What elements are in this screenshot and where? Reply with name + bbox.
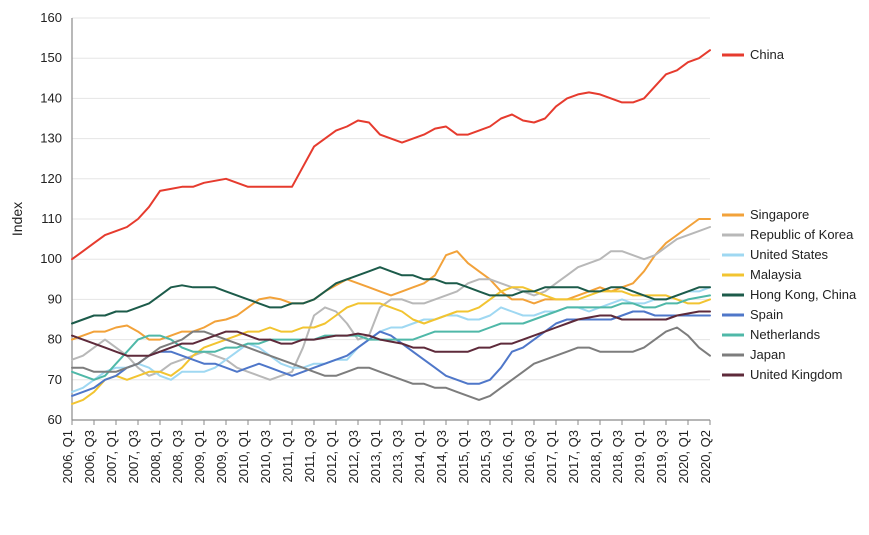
- x-tick-label: 2006, Q3: [82, 430, 97, 484]
- x-tick-label: 2008, Q3: [170, 430, 185, 484]
- x-tick-label-group: 2006, Q3: [82, 430, 97, 484]
- x-tick-label-group: 2008, Q3: [170, 430, 185, 484]
- x-tick-label: 2009, Q1: [192, 430, 207, 484]
- legend-label: Malaysia: [750, 267, 802, 282]
- y-tick-label: 130: [40, 131, 62, 146]
- x-tick-label-group: 2008, Q1: [148, 430, 163, 484]
- x-tick-label-group: 2013, Q3: [390, 430, 405, 484]
- y-tick-label: 160: [40, 10, 62, 25]
- x-tick-label-group: 2006, Q1: [60, 430, 75, 484]
- legend-label: Spain: [750, 307, 783, 322]
- x-tick-label: 2016, Q1: [500, 430, 515, 484]
- y-tick-label: 90: [48, 291, 62, 306]
- x-tick-label-group: 2010, Q1: [236, 430, 251, 484]
- x-tick-label-group: 2016, Q1: [500, 430, 515, 484]
- x-tick-label-group: 2016, Q3: [522, 430, 537, 484]
- x-tick-label-group: 2011, Q3: [302, 430, 317, 483]
- legend-label: Hong Kong, China: [750, 287, 857, 302]
- x-tick-label-group: 2017, Q3: [566, 430, 581, 484]
- x-tick-label-group: 2015, Q1: [456, 430, 471, 484]
- y-axis-title: Index: [9, 202, 25, 236]
- x-tick-label: 2013, Q1: [368, 430, 383, 484]
- legend-label: China: [750, 47, 785, 62]
- x-tick-label-group: 2017, Q1: [544, 430, 559, 484]
- x-tick-label: 2020, Q1: [676, 430, 691, 484]
- x-tick-label-group: 2014, Q3: [434, 430, 449, 484]
- x-tick-label-group: 2020, Q1: [676, 430, 691, 484]
- legend-label: Japan: [750, 347, 785, 362]
- legend-label: Netherlands: [750, 327, 821, 342]
- x-tick-label: 2013, Q3: [390, 430, 405, 484]
- x-tick-label: 2015, Q3: [478, 430, 493, 484]
- x-tick-label: 2020, Q2: [698, 430, 713, 484]
- x-tick-label: 2010, Q1: [236, 430, 251, 484]
- x-tick-label-group: 2012, Q1: [324, 430, 339, 484]
- x-tick-label-group: 2018, Q3: [610, 430, 625, 484]
- x-tick-label: 2018, Q3: [610, 430, 625, 484]
- y-tick-label: 110: [41, 211, 62, 226]
- x-tick-label-group: 2009, Q1: [192, 430, 207, 484]
- x-tick-label-group: 2012, Q3: [346, 430, 361, 484]
- x-tick-label: 2011, Q1: [280, 430, 295, 483]
- x-tick-label: 2014, Q3: [434, 430, 449, 484]
- legend-label: United Kingdom: [750, 367, 843, 382]
- legend-label: United States: [750, 247, 829, 262]
- x-tick-label: 2014, Q1: [412, 430, 427, 484]
- x-tick-label: 2019, Q3: [654, 430, 669, 484]
- x-tick-label-group: 2007, Q1: [104, 430, 119, 484]
- x-tick-label-group: 2014, Q1: [412, 430, 427, 484]
- x-tick-label: 2015, Q1: [456, 430, 471, 484]
- x-tick-label-group: 2009, Q3: [214, 430, 229, 484]
- x-tick-label-group: 2018, Q1: [588, 430, 603, 484]
- x-tick-label-group: 2019, Q1: [632, 430, 647, 484]
- x-tick-label-group: 2019, Q3: [654, 430, 669, 484]
- chart-svg: 60 70 80 90 100 110 120 130 140 150 160 Index 2006, …: [0, 0, 869, 535]
- legend-label: Republic of Korea: [750, 227, 854, 242]
- x-tick-label: 2007, Q1: [104, 430, 119, 484]
- y-tick-label: 120: [40, 171, 62, 186]
- x-tick-label: 2012, Q1: [324, 430, 339, 484]
- y-tick-label: 140: [40, 90, 62, 105]
- x-tick-label: 2012, Q3: [346, 430, 361, 484]
- x-tick-label: 2007, Q3: [126, 430, 141, 484]
- x-tick-label-group: 2011, Q1: [280, 430, 295, 483]
- x-tick-label-group: 2013, Q1: [368, 430, 383, 484]
- y-tick-label: 60: [48, 412, 62, 427]
- x-tick-label: 2017, Q3: [566, 430, 581, 484]
- legend-label: Singapore: [750, 207, 809, 222]
- x-tick-label: 2017, Q1: [544, 430, 559, 484]
- x-tick-label: 2009, Q3: [214, 430, 229, 484]
- y-tick-label: 70: [48, 372, 62, 387]
- y-tick-label: 100: [40, 251, 62, 266]
- x-tick-label: 2010, Q3: [258, 430, 273, 484]
- x-tick-label: 2006, Q1: [60, 430, 75, 484]
- x-tick-label: 2018, Q1: [588, 430, 603, 484]
- y-tick-label: 150: [40, 50, 62, 65]
- x-tick-label-group: 2015, Q3: [478, 430, 493, 484]
- x-tick-label: 2019, Q1: [632, 430, 647, 484]
- line-chart: 60 70 80 90 100 110 120 130 140 150 160 Index 2006, …: [0, 0, 869, 535]
- x-tick-label: 2008, Q1: [148, 430, 163, 484]
- x-tick-label: 2016, Q3: [522, 430, 537, 484]
- y-tick-label: 80: [48, 332, 62, 347]
- x-tick-label: 2011, Q3: [302, 430, 317, 483]
- x-tick-label-group: 2020, Q2: [698, 430, 713, 484]
- x-tick-label-group: 2007, Q3: [126, 430, 141, 484]
- x-tick-label-group: 2010, Q3: [258, 430, 273, 484]
